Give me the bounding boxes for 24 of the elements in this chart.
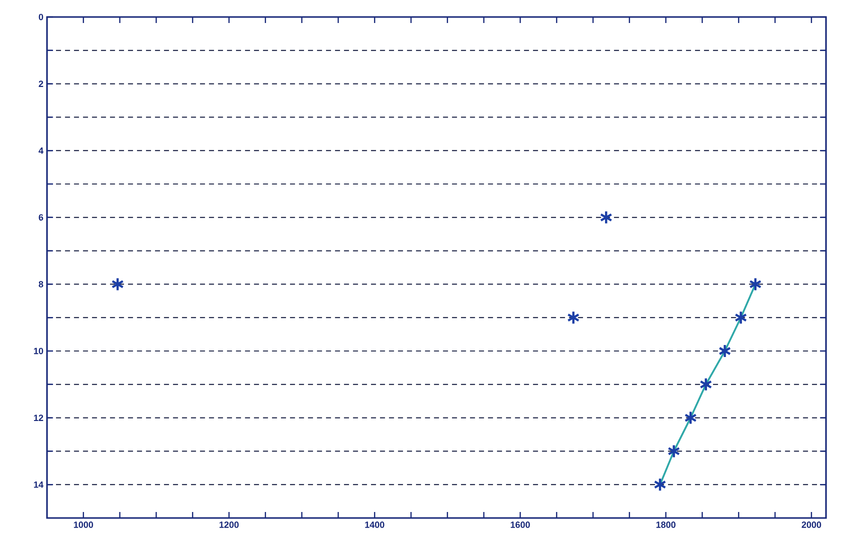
y-tick-label: 14 xyxy=(34,482,44,488)
point xyxy=(600,210,612,225)
y-tick-label: 4 xyxy=(38,148,44,154)
y-tick-label: 12 xyxy=(34,414,44,421)
point xyxy=(668,444,680,458)
point xyxy=(700,377,712,392)
point xyxy=(749,277,762,292)
point xyxy=(684,410,697,425)
y-tick-label: 0 xyxy=(38,14,44,20)
point xyxy=(654,478,666,492)
x-tick-label: 1600 xyxy=(510,522,530,528)
y-tick-label: 8 xyxy=(38,281,44,288)
y-tick-label: 2 xyxy=(38,80,44,87)
x-tick-label: 2000 xyxy=(802,522,822,528)
point xyxy=(111,277,124,292)
y-tick-label: 6 xyxy=(38,214,44,221)
point xyxy=(567,310,580,325)
x-tick-label: 1200 xyxy=(220,522,239,528)
x-tick-label: 1000 xyxy=(74,522,94,528)
point xyxy=(734,310,748,325)
x-tick-label: 1800 xyxy=(656,522,676,528)
point xyxy=(718,344,732,358)
y-tick-label: 10 xyxy=(34,348,44,354)
x-tick-label: 1400 xyxy=(365,522,384,528)
